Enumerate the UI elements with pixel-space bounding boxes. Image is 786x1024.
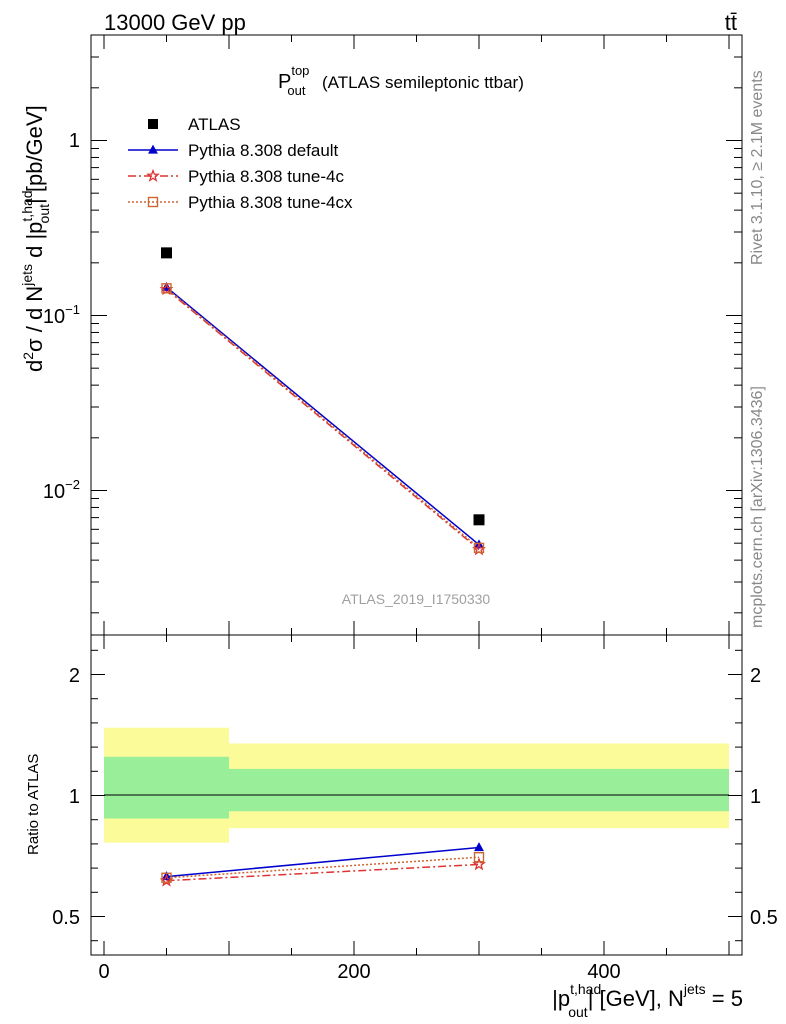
legend-label-2: Pythia 8.308 tune-4c (188, 167, 344, 186)
ratio-y-tick-05-right: 0.5 (750, 907, 778, 929)
process-label: tt̄ (725, 10, 737, 35)
legend: ATLAS Pythia 8.308 default Pythia 8.308 tu… (128, 115, 353, 212)
ratio-band-green-1 (229, 768, 729, 812)
ratio-line-series-1 (166, 863, 480, 882)
x-axis-label: |pt,had out| [GeV], Njets = 5 (552, 981, 743, 1020)
legend-marker-3 (147, 196, 159, 208)
main-series-lines (166, 286, 480, 551)
ratio-line-series-0 (166, 846, 480, 878)
ratio-y-tick-2-left: 2 (69, 665, 80, 687)
ratio-y-tick-2-right: 2 (750, 665, 761, 687)
main-line-series-1 (166, 286, 480, 546)
ratio-y-tick-1-right: 1 (750, 786, 761, 808)
main-point-series-1-0 (161, 281, 172, 291)
main-point-series-0-0 (161, 247, 172, 259)
rivet-label: Rivet 3.1.10, ≥ 2.1M events (749, 70, 766, 265)
ratio-series-lines (166, 846, 480, 882)
main-ticks (91, 35, 742, 635)
ratio-ticks (91, 635, 742, 955)
legend-label-0: ATLAS (188, 115, 241, 134)
main-panel: 1 10−1 10−2 d2σ / d Njets d |pt,hadout| … (19, 34, 743, 636)
main-ylabel: d2σ / d Njets d |pt,hadout| [pb/GeV] (19, 105, 52, 372)
ratio-panel: 2 1 0.5 2 1 0.5 0 200 400 Ratio to ATLAS… (25, 634, 778, 1020)
chart-title-rest: (ATLAS semileptonic ttbar) (322, 73, 524, 92)
mcplots-label: mcplots.cern.ch [arXiv:1306.3436] (749, 386, 766, 628)
ratio-series-markers (159, 842, 486, 887)
y-tick-label-1: 1 (69, 130, 80, 152)
main-series-markers (159, 247, 486, 556)
x-tick-400: 400 (587, 961, 620, 983)
main-point-series-3-0 (161, 283, 172, 294)
main-point-series-0-1 (473, 514, 485, 526)
ratio-line-series-2 (166, 856, 480, 879)
ratio-band-green-0 (104, 756, 229, 819)
ratio-y-tick-1-left: 1 (69, 786, 80, 808)
ratio-y-tick-05-left: 0.5 (52, 907, 80, 929)
chart-title: Ptop out (278, 63, 309, 98)
ratio-point-series-1-1 (472, 857, 486, 871)
main-line-series-3 (166, 287, 480, 549)
legend-label-3: Pythia 8.308 tune-4cx (188, 193, 353, 212)
legend-label-1: Pythia 8.308 default (188, 141, 339, 160)
ratio-point-series-0-1 (474, 842, 484, 852)
legend-marker-1 (148, 144, 158, 154)
y-tick-label-1e-2: 10−2 (43, 477, 80, 503)
energy-label: 13000 GeV pp (104, 10, 246, 35)
legend-marker-2 (146, 168, 160, 182)
x-tick-0: 0 (98, 961, 109, 983)
y-tick-label-1e-1: 10−1 (43, 302, 80, 328)
ratio-point-series-2-0 (161, 872, 172, 883)
main-line-series-2 (166, 288, 480, 551)
x-tick-200: 200 (337, 961, 370, 983)
main-point-series-3-1 (473, 542, 485, 554)
ratio-ylabel: Ratio to ATLAS (25, 754, 42, 855)
legend-marker-0 (148, 119, 158, 129)
ratio-uncertainty-bands (104, 727, 729, 843)
analysis-watermark: ATLAS_2019_I1750330 (342, 591, 491, 607)
ratio-point-series-2-1 (473, 852, 485, 863)
